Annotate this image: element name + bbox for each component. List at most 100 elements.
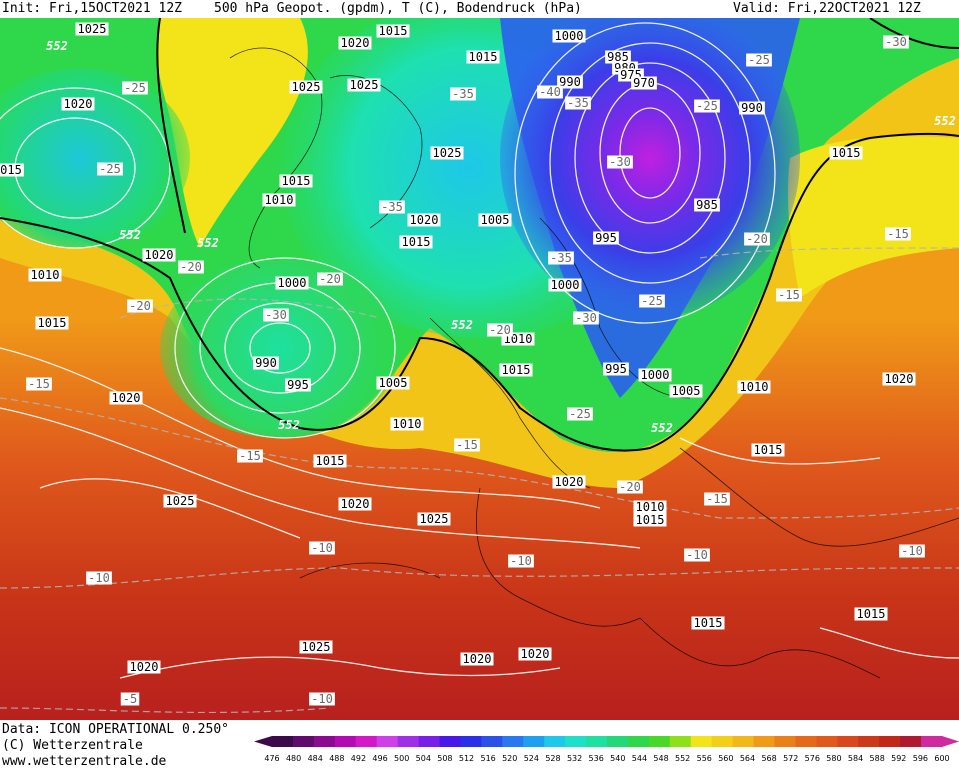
- geopotential-label: 552: [119, 228, 141, 242]
- temperature-label-box: [617, 480, 643, 494]
- temperature-label-box: [548, 251, 574, 265]
- pressure-label: 1015: [832, 146, 861, 160]
- pressure-label-box: [417, 512, 451, 526]
- legend-arrow-right: [942, 736, 959, 747]
- pressure-label: 1015: [694, 616, 723, 630]
- pressure-label-box: [751, 443, 785, 457]
- legend-tick-label: 548: [653, 754, 668, 763]
- legend-swatch: [292, 736, 315, 747]
- pressure-label: 1015: [502, 363, 531, 377]
- pressure-label: 1020: [410, 213, 439, 227]
- pressure-label-box: [631, 76, 657, 90]
- pressure-label: 1005: [379, 376, 408, 390]
- pressure-label: 1025: [292, 80, 321, 94]
- temperature-label: -10: [88, 571, 110, 585]
- geopotential-552-line-ne: [869, 18, 959, 49]
- pressure-label: 1015: [379, 24, 408, 38]
- temperature-label: -30: [885, 35, 907, 49]
- pressure-label: 1000: [278, 276, 307, 290]
- temperature-label: -20: [619, 480, 641, 494]
- pressure-label: 970: [633, 76, 655, 90]
- temperature-label: -15: [887, 227, 909, 241]
- legend-tick-label: 500: [394, 754, 409, 763]
- legend-swatch: [523, 736, 545, 747]
- pressure-label-box: [313, 454, 347, 468]
- pressure-label-box: [499, 363, 533, 377]
- legend-swatch: [439, 736, 461, 747]
- legend-tick-label: 560: [718, 754, 733, 763]
- pressure-label-box: [0, 163, 24, 177]
- legend-tick-label: 596: [913, 754, 928, 763]
- legend-swatch: [879, 736, 901, 747]
- pressure-label: 1025: [166, 494, 195, 508]
- legend-swatch: [481, 736, 503, 747]
- pressure-label-box: [669, 384, 703, 398]
- legend-tick-label: 568: [761, 754, 776, 763]
- legend-tick-label: 524: [524, 754, 539, 763]
- temperature-label-box: [704, 492, 730, 506]
- legend-tick-label: 552: [675, 754, 690, 763]
- legend-swatch: [774, 736, 796, 747]
- temperature-label: -30: [265, 308, 287, 322]
- temperature-label-box: [567, 407, 593, 421]
- pressure-label-box: [593, 231, 619, 245]
- geopotential-label: 552: [278, 418, 300, 432]
- legend-arrow-left: [254, 736, 272, 747]
- pressure-label: 1015: [754, 443, 783, 457]
- legend-swatch: [355, 736, 378, 747]
- geopotential-552-line-north: [156, 18, 186, 234]
- temperature-label: -25: [641, 294, 663, 308]
- temperature-label: -20: [489, 323, 511, 337]
- pressure-label-box: [109, 391, 143, 405]
- legend-swatch: [900, 736, 922, 747]
- temperature-label: -15: [28, 377, 50, 391]
- temperature-label: -15: [239, 449, 261, 463]
- pressure-label: 1010: [393, 417, 422, 431]
- pressure-label-box: [633, 500, 667, 514]
- pressure-label-box: [299, 640, 333, 654]
- valid-time: Valid: Fri,22OCT2021 12Z: [733, 1, 921, 16]
- pressure-label-box: [61, 97, 95, 111]
- pressure-label: 1025: [433, 146, 462, 160]
- pressure-label: 995: [595, 231, 617, 245]
- legend-tick-label: 572: [783, 754, 798, 763]
- pressure-label-box: [347, 78, 381, 92]
- geopotential-label: 552: [46, 39, 68, 53]
- temperature-label-box: [573, 311, 599, 325]
- temperature-label: -40: [539, 85, 561, 99]
- temperature-label-box: [309, 541, 335, 555]
- pressure-label: 1020: [145, 248, 174, 262]
- pressure-label: 1015: [282, 174, 311, 188]
- temperature-label: -30: [609, 155, 631, 169]
- geopotential-label: 552: [934, 114, 956, 128]
- pressure-label: 1005: [672, 384, 701, 398]
- pressure-label-box: [739, 101, 765, 115]
- temperature-label: -25: [99, 162, 121, 176]
- pressure-label: 1025: [78, 22, 107, 36]
- legend-swatch: [627, 736, 650, 747]
- temperature-label: -25: [569, 407, 591, 421]
- legend-tick-label: 496: [372, 754, 387, 763]
- temperature-label: -10: [510, 554, 532, 568]
- pressure-label-box: [430, 146, 464, 160]
- pressure-label: 990: [255, 356, 277, 370]
- pressure-label-box: [253, 356, 279, 370]
- legend-tick-label: 508: [437, 754, 452, 763]
- geopotential-label: 552: [651, 421, 673, 435]
- temperature-label: -10: [901, 544, 923, 558]
- legend-swatch: [607, 736, 629, 747]
- pressure-label-box: [854, 607, 888, 621]
- temperature-label-box: [607, 155, 633, 169]
- legend-tick-label: 576: [805, 754, 820, 763]
- legend-swatch: [921, 736, 943, 747]
- temperature-label-box: [450, 87, 476, 101]
- pressure-label: 1015: [857, 607, 886, 621]
- temperature-label: -25: [124, 81, 146, 95]
- temperature-labels: -30 -25 -25 -25 -35 -40 -35 -25 -30 -35 -20 -20 -20 -…: [26, 35, 925, 706]
- pressure-label-box: [694, 198, 720, 212]
- pressure-label: 1010: [31, 268, 60, 282]
- legend-tick-label: 540: [610, 754, 625, 763]
- legend-tick-label: 492: [351, 754, 366, 763]
- legend-tick-label: 484: [308, 754, 323, 763]
- legend-tick-label: 504: [416, 754, 431, 763]
